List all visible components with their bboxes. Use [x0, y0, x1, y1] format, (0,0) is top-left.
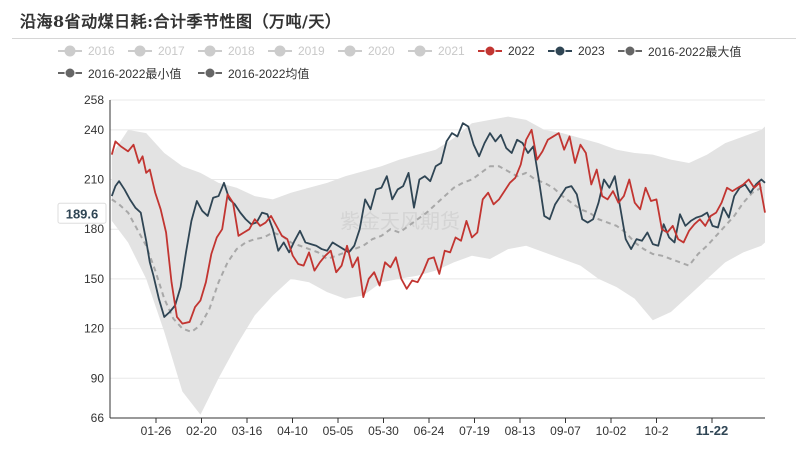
x-tick-label: 05-05	[323, 424, 354, 438]
x-tick-label-highlighted: 11-22	[696, 423, 729, 438]
legend-marker-icon	[198, 45, 222, 57]
legend-item-2021[interactable]: 2021	[408, 42, 465, 60]
legend-marker-icon	[58, 45, 82, 57]
legend-item-2016-2022最大值[interactable]: 2016-2022最大值	[618, 42, 741, 60]
legend-label: 2023	[578, 44, 605, 58]
x-tick-label: 10-02	[596, 424, 627, 438]
x-tick-label: 09-07	[550, 424, 581, 438]
legend-label: 2019	[298, 44, 325, 58]
x-tick-label: 02-20	[186, 424, 217, 438]
x-tick-label: 10-2	[644, 424, 668, 438]
y-tick-label: 90	[91, 371, 105, 385]
y-tick-label: 240	[84, 123, 104, 137]
title-divider	[12, 38, 796, 39]
x-tick-label: 07-19	[459, 424, 490, 438]
legend-label: 2016-2022最大值	[648, 44, 742, 59]
legend-marker-icon	[478, 45, 502, 57]
axis-pointer-value: 189.6	[66, 206, 99, 221]
legend-marker-icon	[408, 45, 432, 57]
chart-title: 沿海8省动煤日耗:合计季节性图（万吨/天）	[20, 12, 342, 31]
series-2022-line	[110, 128, 766, 325]
legend-marker-icon	[128, 45, 152, 57]
series-mean-line	[111, 165, 766, 333]
legend-label: 2018	[228, 44, 255, 58]
y-tick-label: 150	[84, 272, 104, 286]
watermark-text: 紫金天风期货	[340, 209, 460, 233]
legend-label: 2016	[88, 44, 115, 58]
legend-item-2018[interactable]: 2018	[198, 42, 255, 60]
legend-marker-icon	[338, 45, 362, 57]
legend-item-2023[interactable]: 2023	[548, 42, 605, 60]
legend-marker-icon	[58, 67, 82, 79]
y-tick-label: 258	[84, 93, 104, 107]
x-tick-label: 03-16	[232, 424, 263, 438]
legend-item-2020[interactable]: 2020	[338, 42, 395, 60]
x-tick-label: 06-24	[414, 424, 445, 438]
axis-pointer-badge	[57, 202, 107, 224]
legend-item-2016[interactable]: 2016	[58, 42, 115, 60]
y-tick-label: 120	[84, 322, 104, 336]
legend-item-2022[interactable]: 2022	[478, 42, 535, 60]
x-tick-label: 04-10	[277, 424, 308, 438]
legend-marker-icon	[618, 45, 642, 57]
legend-label: 2017	[158, 44, 185, 58]
legend-item-2016-2022最小值[interactable]: 2016-2022最小值	[58, 64, 181, 82]
x-tick-label: 05-30	[368, 424, 399, 438]
x-tick-label: 01-26	[141, 424, 172, 438]
y-tick-label: 66	[91, 411, 105, 425]
series-2023-line	[110, 122, 766, 318]
legend-label: 2020	[368, 44, 395, 58]
legend-item-2017[interactable]: 2017	[128, 42, 185, 60]
legend-label: 2021	[438, 44, 465, 58]
legend-marker-icon	[548, 45, 572, 57]
legend-label: 2016-2022均值	[228, 66, 310, 81]
legend-item-2019[interactable]: 2019	[268, 42, 325, 60]
x-tick-label: 08-13	[505, 424, 536, 438]
legend-label: 2016-2022最小值	[88, 66, 182, 81]
legend-marker-icon	[268, 45, 292, 57]
legend-label: 2022	[508, 44, 535, 58]
legend-marker-icon	[198, 67, 222, 79]
legend-item-2016-2022均值[interactable]: 2016-2022均值	[198, 64, 309, 82]
y-tick-label: 210	[84, 173, 104, 187]
y-tick-label: 180	[84, 222, 104, 236]
